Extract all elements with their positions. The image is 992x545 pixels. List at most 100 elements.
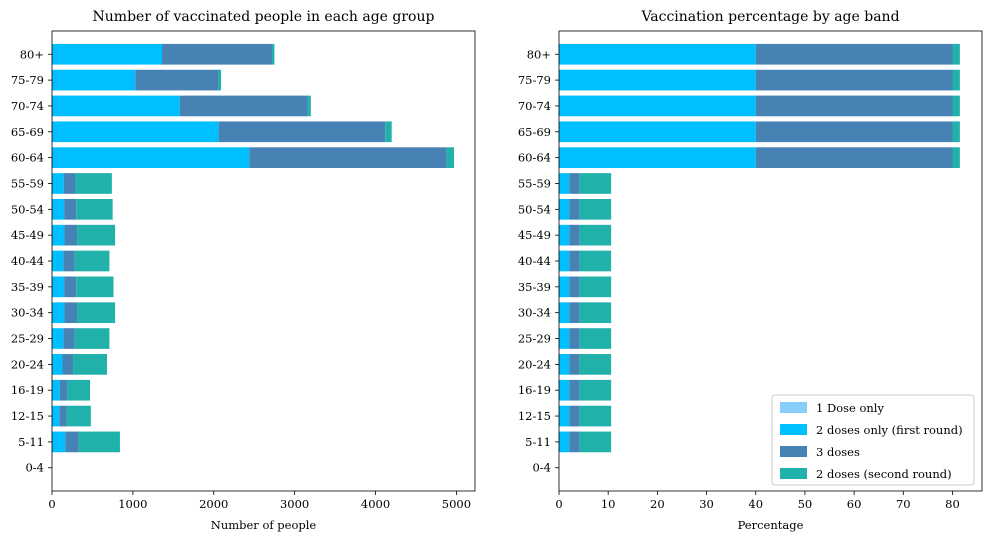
- bar-80+-series-2: [161, 43, 272, 65]
- bar-30-34-series-2: [569, 302, 580, 324]
- bar-50-54-series-3: [579, 198, 612, 220]
- bar-16-19-series-2: [569, 379, 580, 401]
- chart-title: Number of vaccinated people in each age …: [93, 9, 435, 25]
- y-tick-label: 55-59: [518, 176, 551, 190]
- bar-50-54-series-1: [559, 198, 570, 220]
- y-tick-label: 25-29: [518, 332, 551, 346]
- bar-5-11-series-3: [78, 431, 120, 453]
- bar-25-29-series-3: [74, 328, 110, 349]
- y-tick-label: 25-29: [11, 332, 44, 346]
- legend-swatch-1: [780, 424, 807, 435]
- legend-swatch-3: [780, 468, 807, 479]
- bar-35-39-series-2: [64, 276, 77, 298]
- legend-box: [771, 394, 975, 486]
- bar-55-59-series-3: [75, 173, 112, 194]
- bar-80+-series-3: [952, 43, 960, 65]
- bar-80+-series-1: [559, 43, 756, 65]
- bar-30-34-series-3: [579, 302, 612, 324]
- bar-80+-series-1: [52, 43, 162, 65]
- bar-65-69-series-1: [559, 121, 756, 143]
- x-tick-label: 0: [48, 497, 55, 511]
- bar-40-44-series-3: [579, 250, 612, 272]
- x-tick-label: 60: [847, 497, 862, 511]
- y-tick-label: 70-74: [11, 99, 44, 113]
- bar-75-79-series-3: [952, 69, 960, 91]
- bar-30-34-series-1: [52, 302, 65, 324]
- bar-5-11-series-1: [559, 431, 570, 453]
- x-tick-label: 0: [555, 497, 562, 511]
- legend-label-2: 3 doses: [816, 445, 860, 459]
- bar-55-59-series-1: [559, 173, 570, 194]
- bar-50-54-series-2: [569, 198, 580, 220]
- bar-60-64-series-1: [559, 147, 756, 168]
- bar-65-69-series-1: [52, 121, 219, 143]
- bar-20-24-series-1: [559, 354, 570, 375]
- bar-20-24-series-2: [569, 354, 580, 375]
- y-tick-label: 35-39: [11, 280, 44, 294]
- bar-80+-series-3: [271, 43, 275, 65]
- bar-60-64-series-1: [52, 147, 250, 168]
- bar-30-34-series-2: [64, 302, 78, 324]
- bar-60-64-series-2: [249, 147, 447, 168]
- bar-25-29-series-2: [63, 328, 75, 349]
- bar-50-54-series-2: [64, 198, 77, 220]
- legend-swatch-0: [780, 402, 807, 413]
- y-tick-label: 45-49: [11, 228, 44, 242]
- y-tick-label: 12-15: [518, 409, 551, 423]
- bar-5-11-series-1: [52, 431, 66, 453]
- bar-45-49-series-3: [77, 224, 116, 246]
- chart-vaccinated-people: 0-4 5-11 12-15 16-19 20-24 25-29 30-34 35-39 40-…: [11, 9, 476, 532]
- y-tick-label: 50-54: [11, 202, 44, 216]
- bar-55-59-series-1: [52, 173, 64, 194]
- bar-45-49-series-1: [559, 224, 570, 246]
- chart-title: Vaccination percentage by age band: [640, 9, 899, 25]
- bar-30-34-series-3: [77, 302, 116, 324]
- bar-20-24-series-3: [579, 354, 612, 375]
- y-tick-label: 80+: [20, 47, 44, 61]
- x-tick-label: 1000: [118, 497, 147, 511]
- y-tick-label: 45-49: [518, 228, 551, 242]
- bar-75-79-series-2: [135, 69, 219, 91]
- bar-25-29-series-3: [579, 328, 612, 349]
- bar-40-44-series-2: [569, 250, 580, 272]
- chart-vaccination-percentage: 0-4 5-11 12-15 16-19 20-24 25-29 30-34 35-39 40-…: [518, 9, 983, 532]
- bar-50-54-series-1: [52, 198, 65, 220]
- y-tick-label: 0-4: [25, 461, 44, 475]
- y-tick-label: 55-59: [11, 176, 44, 190]
- y-tick-label: 30-34: [518, 306, 551, 320]
- y-tick-label: 30-34: [11, 306, 44, 320]
- bar-55-59-series-3: [579, 173, 612, 194]
- y-tick-label: 5-11: [525, 435, 551, 449]
- legend-label-0: 1 Dose only: [816, 401, 884, 415]
- bar-40-44-series-1: [559, 250, 570, 272]
- y-tick-label: 70-74: [518, 99, 551, 113]
- bar-35-39-series-2: [569, 276, 580, 298]
- bar-45-49-series-1: [52, 224, 65, 246]
- bar-60-64-series-3: [952, 147, 960, 168]
- bar-5-11-series-3: [579, 431, 612, 453]
- y-tick-label: 50-54: [518, 202, 551, 216]
- bar-80+-series-2: [755, 43, 953, 65]
- bar-16-19-series-3: [67, 379, 91, 401]
- y-tick-label: 16-19: [518, 383, 551, 397]
- x-tick-label: 40: [748, 497, 763, 511]
- y-tick-label: 65-69: [518, 125, 551, 139]
- y-tick-label: 60-64: [518, 151, 551, 165]
- bar-75-79-series-2: [755, 69, 953, 91]
- bar-65-69-series-2: [218, 121, 386, 143]
- bar-16-19-series-1: [559, 379, 570, 401]
- bar-20-24-series-1: [52, 354, 63, 375]
- bar-70-74-series-1: [559, 95, 756, 117]
- bar-35-39-series-1: [52, 276, 65, 298]
- bar-16-19-series-3: [579, 379, 612, 401]
- bar-60-64-series-2: [755, 147, 953, 168]
- x-tick-label: 80: [945, 497, 960, 511]
- x-tick-label: 20: [650, 497, 665, 511]
- bar-75-79-series-1: [52, 69, 136, 91]
- x-tick-label: 4000: [361, 497, 390, 511]
- bar-75-79-series-3: [218, 69, 222, 91]
- bar-25-29-series-2: [569, 328, 580, 349]
- y-tick-label: 60-64: [11, 151, 44, 165]
- bar-55-59-series-2: [63, 173, 76, 194]
- y-tick-label: 65-69: [11, 125, 44, 139]
